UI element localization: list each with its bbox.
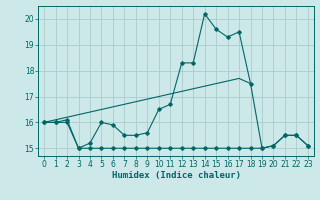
X-axis label: Humidex (Indice chaleur): Humidex (Indice chaleur) (111, 171, 241, 180)
